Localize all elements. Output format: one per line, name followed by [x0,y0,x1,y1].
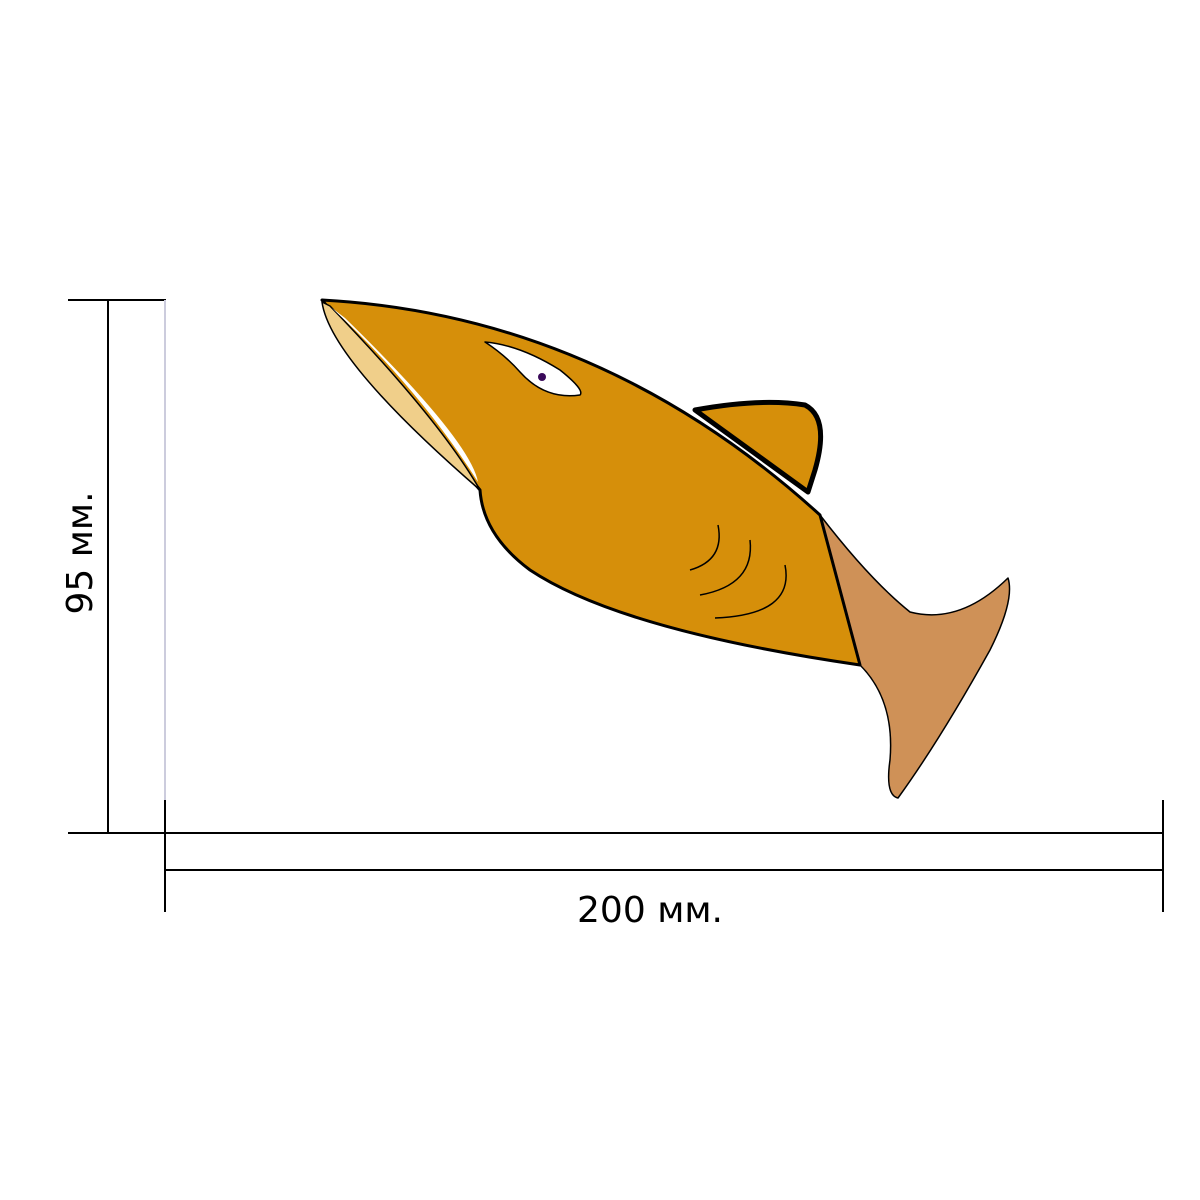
height-label: 95 мм. [60,491,101,614]
shark [320,298,1011,799]
lower-jaw [321,301,481,491]
width-dimension: 200 мм. [164,800,1164,931]
gills [689,524,787,619]
body [320,298,862,667]
dorsal-fin [692,399,824,495]
pupil [538,373,546,381]
width-label: 200 мм. [577,890,723,931]
height-dimension: 95 мм. [60,299,166,834]
eye [484,341,582,397]
tail [819,514,1011,799]
